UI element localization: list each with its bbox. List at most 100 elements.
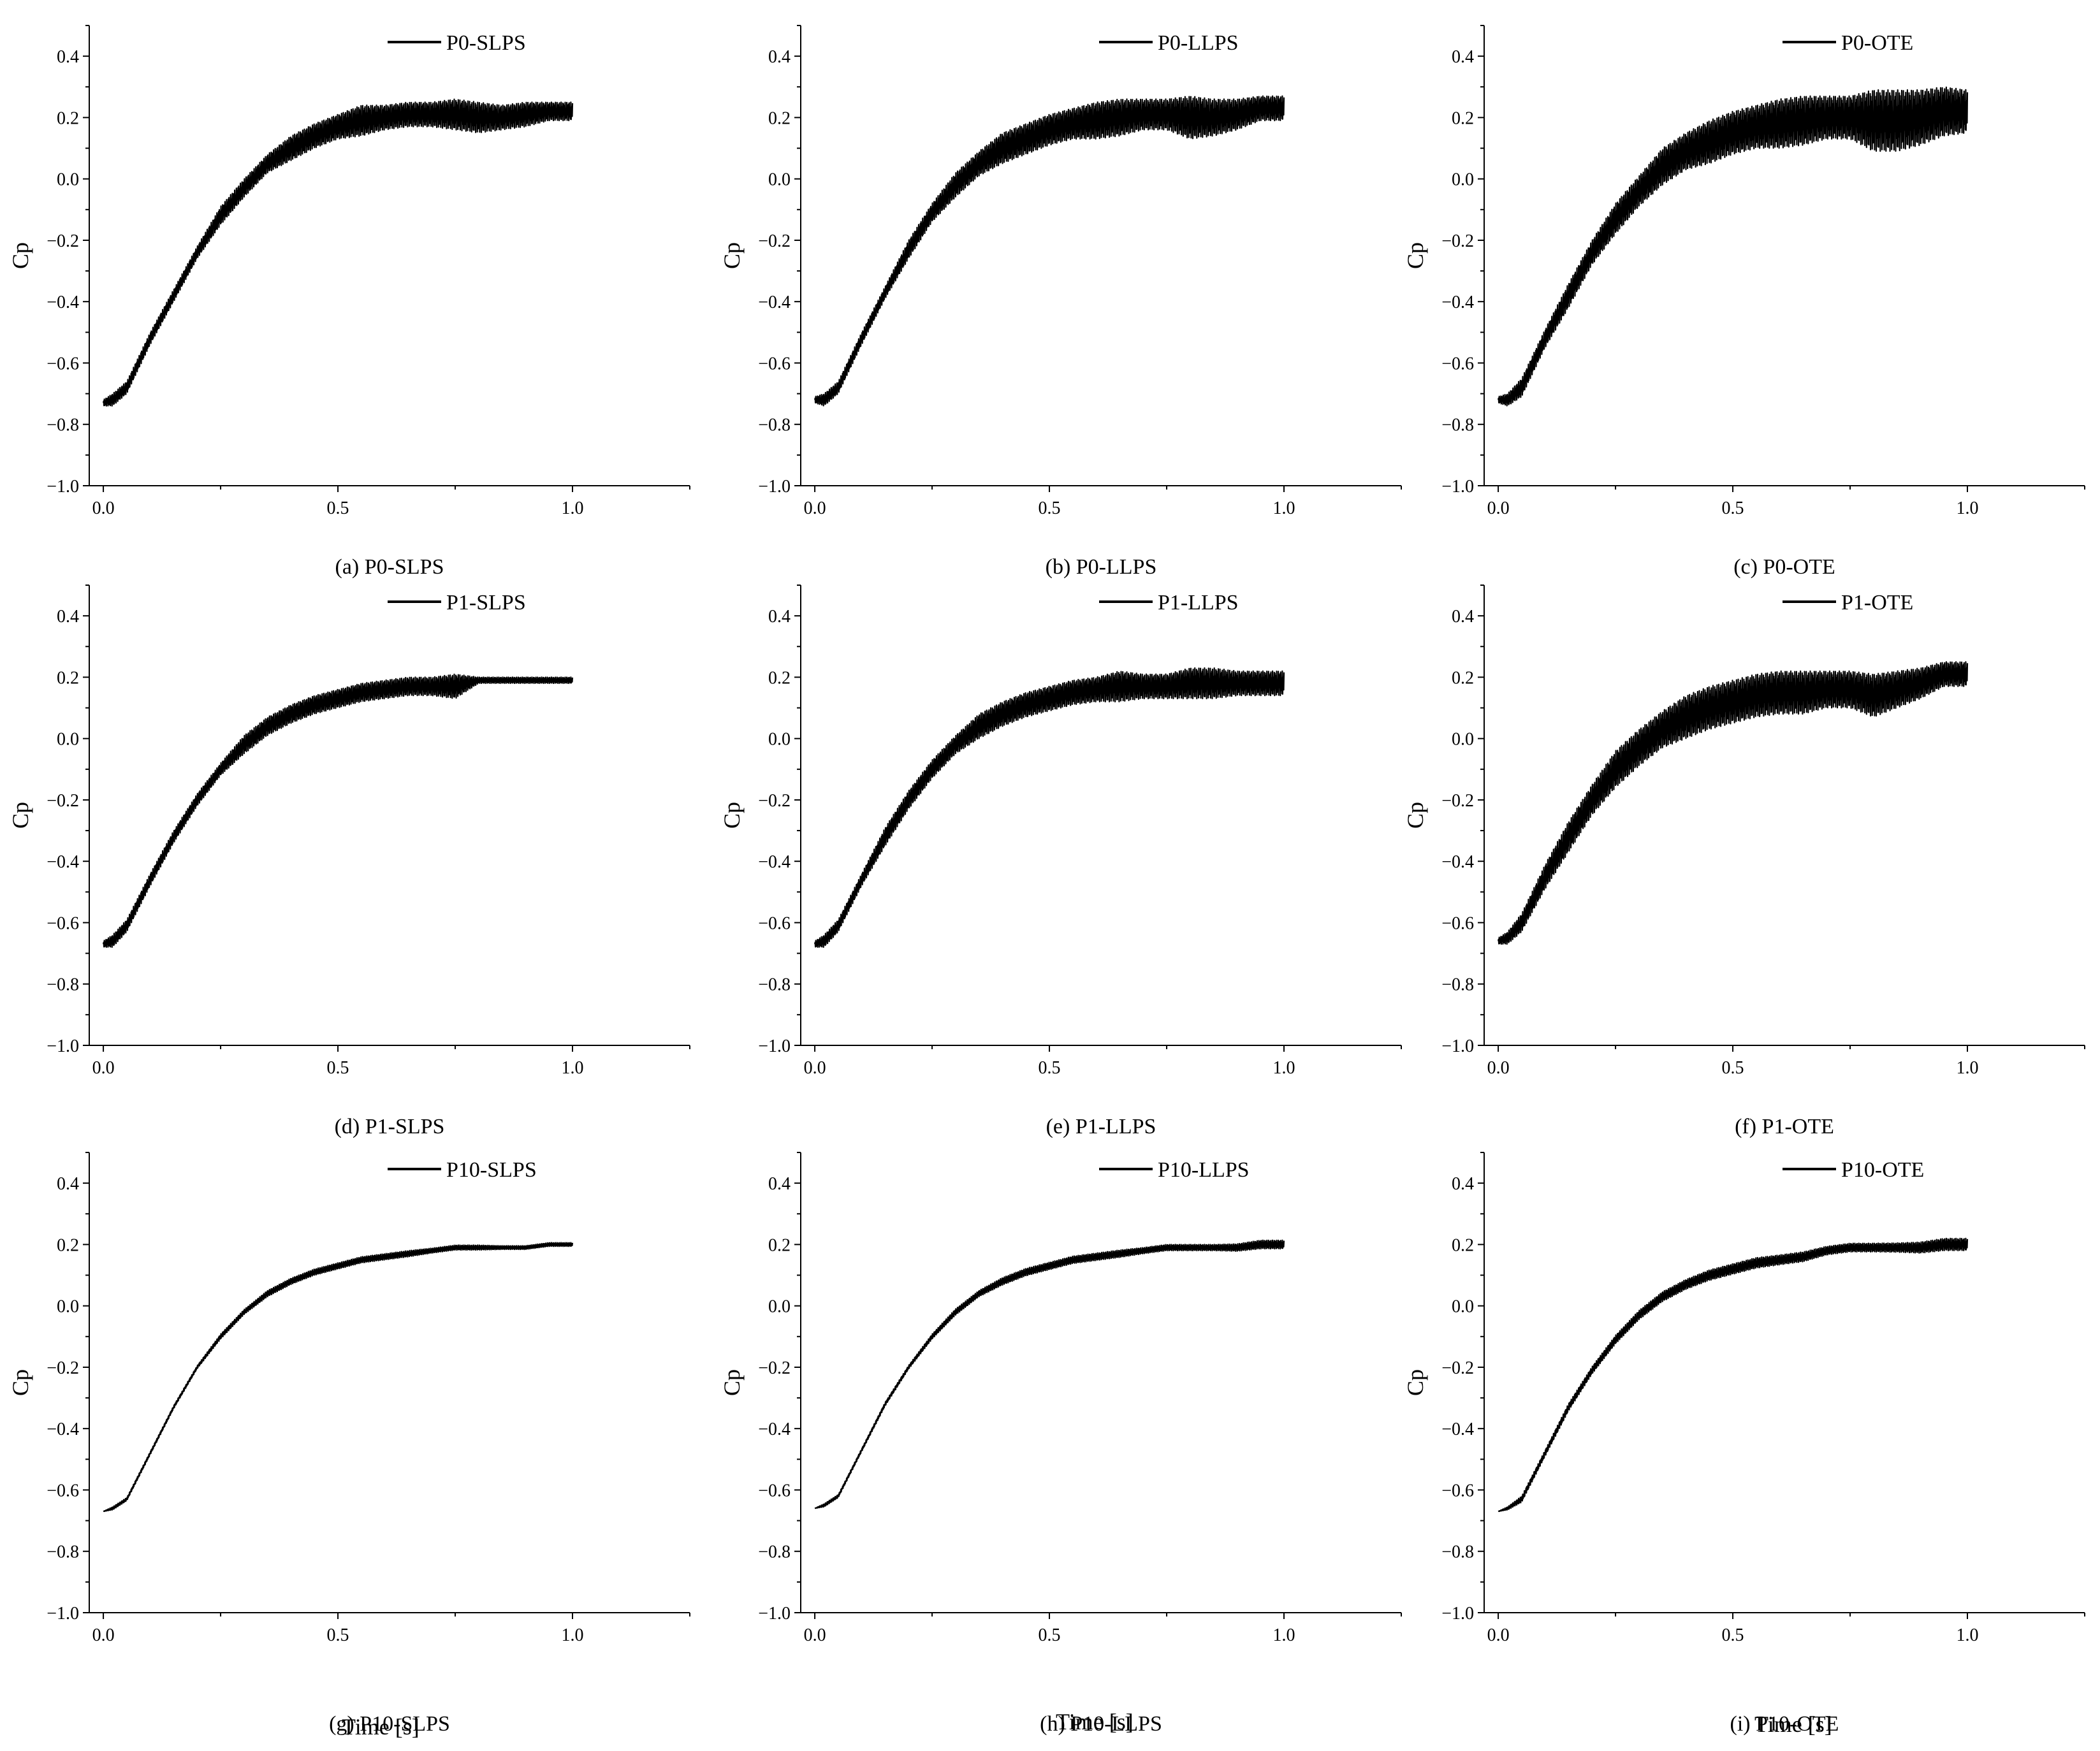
y-tick-label: 0.0 bbox=[1452, 170, 1474, 190]
y-tick-label: 0.2 bbox=[1452, 108, 1474, 128]
x-axis-label-right: Time [s] bbox=[1754, 1711, 1832, 1737]
legend-label: P10-SLPS bbox=[446, 1158, 537, 1182]
x-tick-label: 0.5 bbox=[1722, 498, 1744, 518]
y-tick-label: −0.4 bbox=[758, 1420, 791, 1439]
y-tick-label: −0.4 bbox=[47, 293, 79, 312]
y-axis-label: Cp bbox=[719, 1369, 745, 1396]
panel-caption: (b) P0-LLPS bbox=[1046, 555, 1157, 579]
x-tick-label: 1.0 bbox=[562, 1058, 584, 1078]
y-tick-label: −1.0 bbox=[47, 1604, 79, 1624]
y-tick-label: 0.4 bbox=[57, 607, 79, 627]
panel-b: −1.0 −0.8 −0.6 −0.4 −0.2 0.0 0.2 0.4 0.0 0.5 1.0 Cp… bbox=[719, 25, 1402, 579]
panel-d: −1.0 −0.8 −0.6 −0.4 −0.2 0.0 0.2 0.4 0.0 0.5 1.0 Cp… bbox=[8, 585, 690, 1138]
y-tick-label: 0.2 bbox=[57, 668, 79, 688]
x-tick-label: 0.0 bbox=[1487, 498, 1510, 518]
x-tick-label: 0.5 bbox=[327, 498, 349, 518]
y-axis-label: Cp bbox=[719, 242, 745, 269]
y-tick-label: 0.2 bbox=[768, 1235, 791, 1255]
x-tick-label: 0.0 bbox=[92, 1625, 115, 1645]
y-tick-label: −1.0 bbox=[1441, 1604, 1474, 1624]
y-tick-label: −0.4 bbox=[1441, 1420, 1474, 1439]
y-tick-label: −0.8 bbox=[1441, 975, 1474, 995]
y-axis-label: Cp bbox=[719, 802, 745, 829]
y-tick-label: −0.4 bbox=[47, 1420, 79, 1439]
y-tick-label: 0.4 bbox=[768, 1174, 791, 1194]
y-tick-label: −0.2 bbox=[47, 791, 79, 811]
y-axis-label: Cp bbox=[8, 1369, 33, 1396]
y-tick-label: 0.2 bbox=[57, 108, 79, 128]
legend-label: P10-LLPS bbox=[1158, 1158, 1250, 1182]
legend-label: P0-SLPS bbox=[446, 31, 526, 55]
y-tick-label: −0.6 bbox=[1441, 913, 1474, 933]
y-tick-label: −0.6 bbox=[1441, 1481, 1474, 1500]
series-line-a bbox=[103, 98, 574, 407]
y-tick-label: −1.0 bbox=[758, 1036, 791, 1056]
y-tick-label: 0.4 bbox=[768, 607, 791, 627]
x-tick-label: 1.0 bbox=[1273, 498, 1295, 518]
panel-caption: (f) P1-OTE bbox=[1735, 1115, 1834, 1138]
y-tick-label: 0.4 bbox=[1452, 1174, 1474, 1194]
y-axis-label: Cp bbox=[8, 802, 33, 829]
legend-label: P10-OTE bbox=[1841, 1158, 1924, 1182]
y-tick-label: 0.0 bbox=[768, 730, 791, 750]
x-tick-label: 0.0 bbox=[804, 1058, 826, 1078]
panel-c: −1.0 −0.8 −0.6 −0.4 −0.2 0.0 0.2 0.4 0.0 0.5 1.0 Cp… bbox=[1403, 25, 2085, 579]
y-tick-label: −0.8 bbox=[758, 975, 791, 995]
y-tick-label: 0.2 bbox=[57, 1235, 79, 1255]
y-tick-label: 0.0 bbox=[768, 170, 791, 190]
y-tick-label: −0.4 bbox=[758, 852, 791, 872]
panel-caption: (c) P0-OTE bbox=[1733, 555, 1835, 579]
panel-caption: (i) P10-OTE bbox=[1730, 1712, 1839, 1736]
x-tick-label: 1.0 bbox=[562, 498, 584, 518]
x-tick-label: 1.0 bbox=[1957, 1625, 1979, 1645]
y-tick-label: −0.4 bbox=[1441, 293, 1474, 312]
legend-label: P1-SLPS bbox=[446, 591, 526, 614]
x-tick-label: 0.0 bbox=[1487, 1058, 1510, 1078]
x-tick-label: 0.5 bbox=[327, 1625, 349, 1645]
panel-i: −1.0 −0.8 −0.6 −0.4 −0.2 0.0 0.2 0.4 0.0 0.5 1.0 Cp… bbox=[1403, 1152, 2085, 1736]
y-axis-label: Cp bbox=[8, 242, 33, 269]
panel-caption: (g) P10-SLPS bbox=[329, 1712, 450, 1736]
series-line-i bbox=[1498, 1237, 1969, 1513]
y-tick-label: −1.0 bbox=[47, 1036, 79, 1056]
y-tick-label: −0.6 bbox=[758, 354, 791, 374]
y-axis-label: Cp bbox=[1403, 802, 1428, 829]
x-tick-label: 1.0 bbox=[1273, 1625, 1295, 1645]
y-tick-label: 0.4 bbox=[768, 47, 791, 67]
legend-label: P0-OTE bbox=[1841, 31, 1913, 55]
y-tick-label: −0.8 bbox=[47, 975, 79, 995]
panel-e: −1.0 −0.8 −0.6 −0.4 −0.2 0.0 0.2 0.4 0.0 0.5 1.0 Cp… bbox=[719, 585, 1402, 1138]
y-tick-label: 0.0 bbox=[768, 1297, 791, 1317]
y-tick-label: −0.2 bbox=[47, 231, 79, 251]
y-tick-label: −1.0 bbox=[758, 477, 791, 497]
x-tick-label: 0.5 bbox=[327, 1058, 349, 1078]
x-axis-label-middle: Time [s] bbox=[1056, 1709, 1134, 1734]
y-tick-label: 0.0 bbox=[57, 1297, 79, 1317]
x-tick-label: 0.0 bbox=[804, 1625, 826, 1645]
x-axis-label-left: Time [s] bbox=[342, 1714, 419, 1740]
x-tick-label: 0.0 bbox=[92, 1058, 115, 1078]
x-tick-label: 1.0 bbox=[1957, 498, 1979, 518]
panel-caption: (d) P1-SLPS bbox=[335, 1115, 445, 1138]
x-tick-label: 1.0 bbox=[1957, 1058, 1979, 1078]
series-line-f bbox=[1498, 661, 1969, 945]
y-tick-label: 0.0 bbox=[1452, 730, 1474, 750]
series-line-d bbox=[103, 673, 574, 948]
y-tick-label: −0.2 bbox=[1441, 231, 1474, 251]
y-axis-label: Cp bbox=[1403, 1369, 1428, 1396]
y-tick-label: −0.6 bbox=[758, 913, 791, 933]
y-tick-label: −1.0 bbox=[1441, 1036, 1474, 1056]
y-axis-label: Cp bbox=[1403, 242, 1428, 269]
panel-a: −1.0 −0.8 −0.6 −0.4 −0.2 0.0 0.2 0.4 0.0 0.5 1.0 Cp… bbox=[8, 25, 690, 579]
y-tick-label: −1.0 bbox=[758, 1604, 791, 1624]
y-tick-label: 0.0 bbox=[57, 170, 79, 190]
y-tick-label: −0.6 bbox=[47, 1481, 79, 1500]
y-tick-label: 0.4 bbox=[1452, 607, 1474, 627]
y-tick-label: −0.6 bbox=[1441, 354, 1474, 374]
y-tick-label: 0.2 bbox=[768, 668, 791, 688]
y-tick-label: −0.4 bbox=[47, 852, 79, 872]
y-tick-label: −0.6 bbox=[758, 1481, 791, 1500]
series-line-g bbox=[103, 1242, 574, 1513]
legend-label: P1-OTE bbox=[1841, 591, 1913, 614]
